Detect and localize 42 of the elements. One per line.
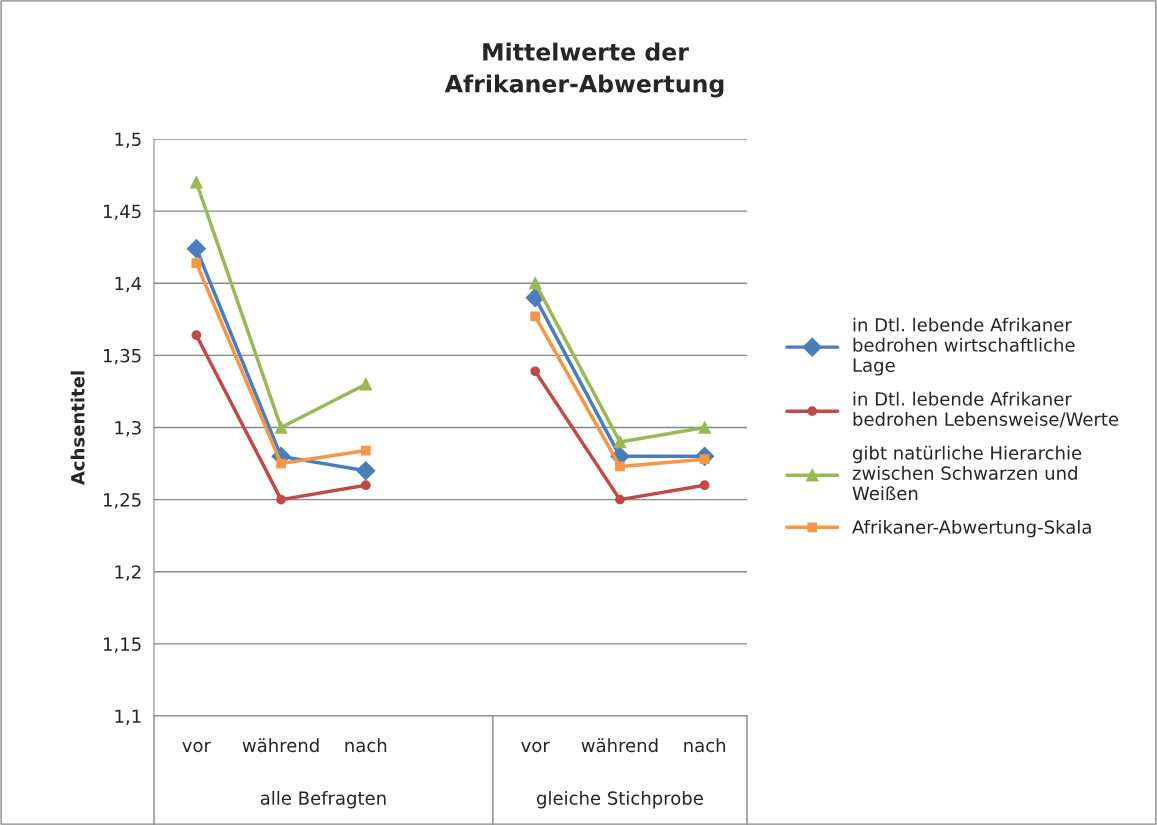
legend-label: in Dtl. lebende Afrikaner bedrohen Lebensweise/Werte [853, 391, 1119, 428]
y-axis-title: Achsentitel [70, 371, 85, 486]
point [698, 421, 711, 434]
point [530, 311, 541, 322]
point [276, 494, 286, 505]
point [615, 494, 625, 505]
point [699, 480, 710, 491]
text: alle Befragten [260, 790, 386, 809]
y-tick-label: 1,4 [115, 276, 142, 293]
point [186, 239, 206, 259]
legend-label: Afrikaner-Abwertung-Skala [852, 519, 1091, 538]
point [360, 480, 371, 491]
y-tick-label: 1,45 [103, 204, 141, 221]
point [276, 458, 286, 469]
y-tick-label: 1,35 [103, 348, 141, 365]
point [530, 366, 541, 377]
point [528, 276, 542, 290]
y-tick-label: 1,3 [115, 420, 141, 437]
point [615, 461, 625, 472]
point [360, 445, 371, 456]
x-tick-label: während [581, 738, 658, 753]
y-tick-label: 1,2 [115, 565, 141, 581]
chart-title: Mittelwerte der Afrikaner-Abwertung [444, 42, 724, 98]
y-tick-label: 1,1 [115, 709, 141, 725]
point [613, 435, 627, 449]
point [356, 461, 376, 481]
point [274, 421, 288, 434]
y-tick-label: 1,5 [115, 132, 141, 148]
y-tick-label: 1,15 [103, 637, 141, 653]
y-tick-label: 1,25 [103, 493, 141, 509]
x-tick-label: während [242, 738, 319, 753]
point [359, 377, 373, 391]
x-tick-label: nach [345, 738, 387, 753]
point [191, 258, 202, 268]
x-tick-label: vor [521, 741, 550, 753]
x-tick-label: nach [684, 738, 726, 753]
point [191, 330, 202, 341]
legend-label: gibt natürliche Hierarchie zwischen Schwarzen und Weißen [852, 445, 1082, 501]
point [190, 176, 203, 189]
text: gleiche Stichprobe [537, 790, 703, 809]
x-tick-label: vor [182, 741, 211, 753]
legend-label: in Dtl. lebende Afrikaner bedrohen wirtschaftliche Lage [853, 317, 1075, 376]
